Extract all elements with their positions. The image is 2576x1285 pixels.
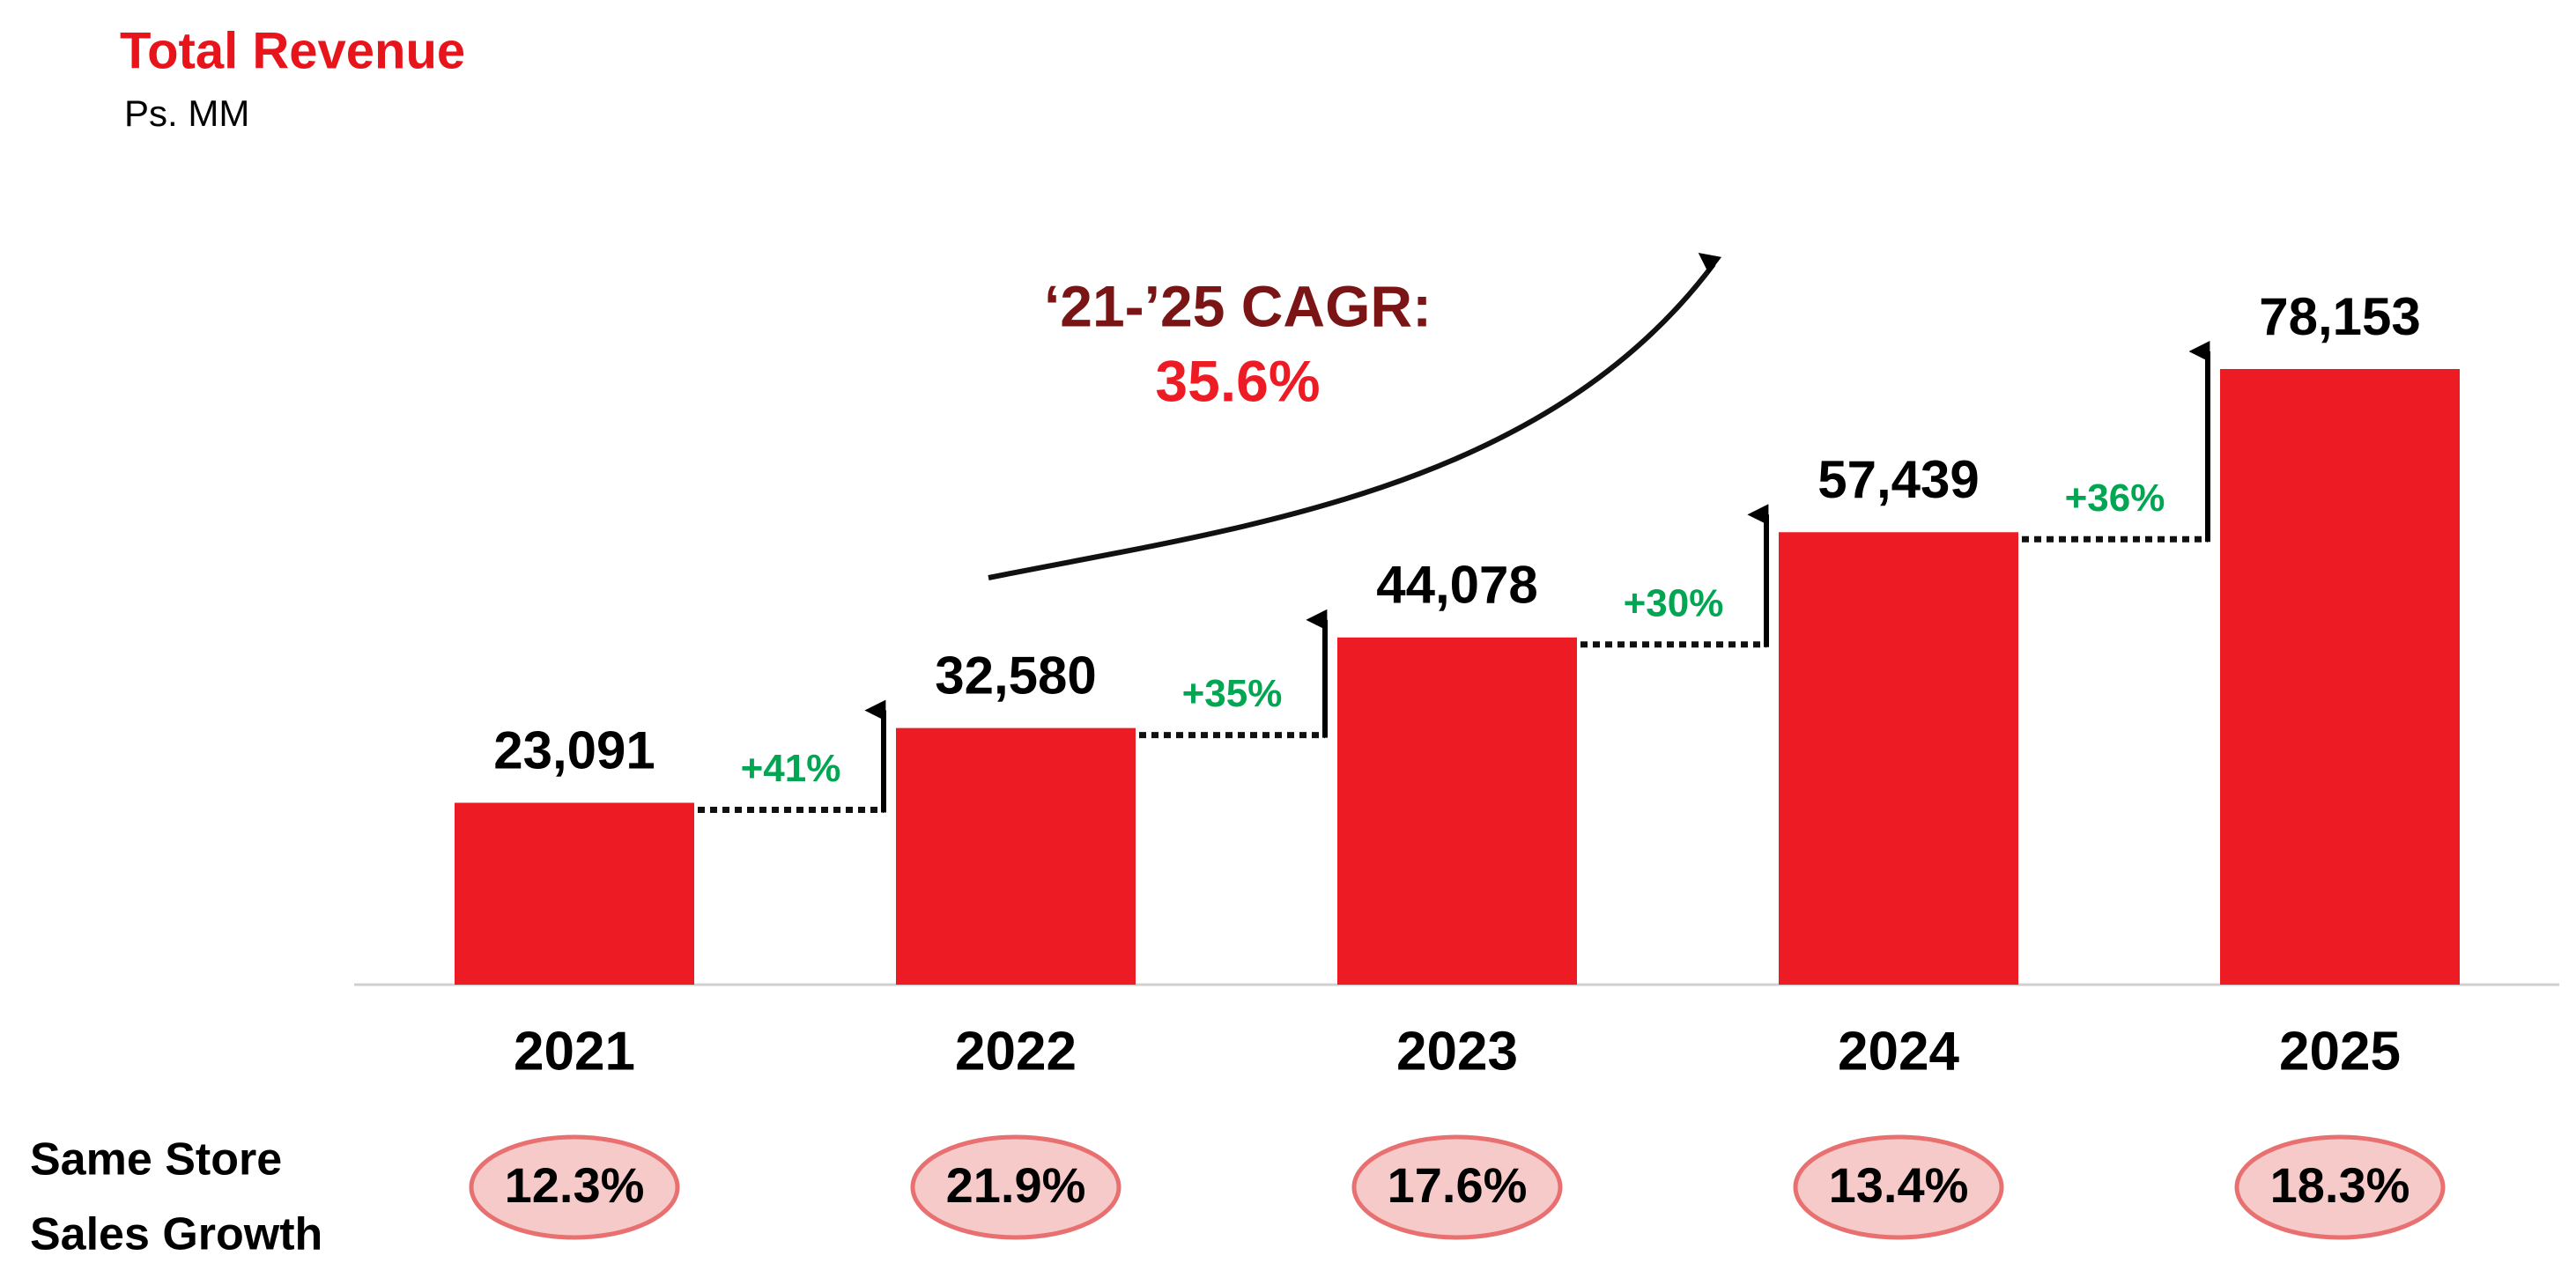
bar [455,802,694,985]
same-store-value: 21.9% [946,1157,1086,1213]
x-tick-label: 2022 [955,1021,1077,1082]
bar [896,727,1136,985]
same-store-value: 12.3% [505,1157,645,1213]
chart-title: Total Revenue [120,22,465,79]
cagr-value: 35.6% [1155,348,1320,413]
same-store-label: Same Store [30,1134,282,1185]
value-label: 32,580 [935,646,1097,705]
same-store-label: Sales Growth [30,1209,322,1260]
same-store-value: 13.4% [1829,1157,1969,1213]
growth-label: +35% [1182,672,1283,715]
same-store-value: 17.6% [1388,1157,1528,1213]
value-label: 23,091 [493,720,655,779]
x-tick-label: 2021 [514,1021,635,1082]
x-tick-label: 2023 [1396,1021,1518,1082]
x-tick-label: 2025 [2279,1021,2401,1082]
same-store-badge [1793,1134,2004,1240]
bar [2220,369,2460,985]
bar [1337,637,1577,985]
chart-subtitle: Ps. MM [124,92,249,134]
x-tick-label: 2024 [1838,1021,1959,1082]
cagr-arrow [988,253,1722,580]
same-store-badge [469,1134,680,1240]
value-label: 57,439 [1817,450,1980,509]
growth-label: +36% [2065,476,2165,520]
value-label: 78,153 [2259,287,2421,346]
value-label: 44,078 [1376,556,1538,615]
bar [1779,532,2018,985]
cagr-label: ‘21-’25 CAGR: [1044,273,1432,338]
same-store-badge [1351,1134,1563,1240]
growth-label: +41% [741,747,841,790]
same-store-badge [2234,1134,2446,1240]
same-store-value: 18.3% [2270,1157,2410,1213]
growth-label: +30% [1624,581,1724,624]
same-store-badge [910,1134,1121,1240]
